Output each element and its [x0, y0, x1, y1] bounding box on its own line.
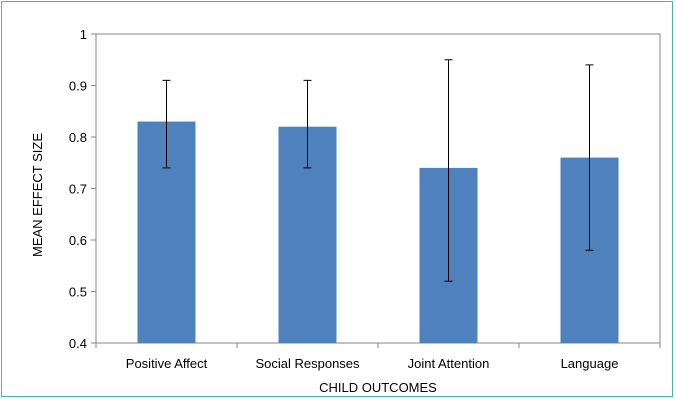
x-axis-title: CHILD OUTCOMES — [319, 380, 437, 395]
x-tick-label: Social Responses — [255, 356, 360, 371]
plot-area: 0.4 0.5 0.6 0.7 0.8 0.9 1 Positive Affect Social… — [69, 27, 661, 371]
y-tick-label: 0.9 — [69, 79, 87, 94]
x-tick-label: Positive Affect — [126, 356, 208, 371]
y-tick-label: 0.6 — [69, 233, 87, 248]
y-tick-label: 0.8 — [69, 130, 87, 145]
y-tick-label: 1 — [80, 27, 87, 42]
y-tick-label: 0.7 — [69, 182, 87, 197]
y-tick-label: 0.4 — [69, 336, 87, 351]
x-tick-label: Joint Attention — [408, 356, 490, 371]
x-tick-label: Language — [561, 356, 619, 371]
y-axis-title: MEAN EFFECT SIZE — [30, 133, 45, 257]
y-tick-label: 0.5 — [69, 285, 87, 300]
